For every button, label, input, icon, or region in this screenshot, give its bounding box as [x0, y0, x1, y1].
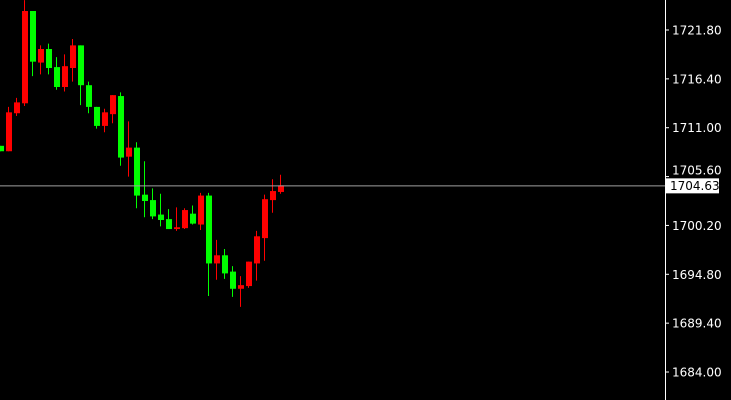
candle: [198, 192, 204, 230]
candle-body: [0, 145, 4, 152]
current-price-label: 1704.63: [666, 178, 720, 194]
current-price-text: 1704.63: [670, 179, 720, 193]
y-tick-label: 1705.60: [672, 163, 722, 177]
candle: [0, 145, 4, 152]
candle-body: [54, 67, 60, 88]
candle-body: [278, 185, 284, 192]
candle-body: [174, 227, 180, 230]
y-tick-label: 1694.80: [672, 268, 722, 282]
candle: [238, 276, 244, 307]
candle: [150, 188, 156, 220]
candle-body: [254, 236, 260, 264]
candle-body: [6, 112, 12, 152]
candle: [174, 207, 180, 231]
candle-body: [94, 106, 100, 126]
candle-body: [14, 102, 20, 114]
candle-body: [206, 195, 212, 264]
candle-body: [150, 200, 156, 217]
candle: [30, 10, 36, 77]
candle-body: [270, 191, 276, 201]
candle: [278, 174, 284, 194]
candle-body: [118, 96, 124, 158]
candle: [190, 205, 196, 225]
candle-body: [182, 210, 188, 229]
candle-body: [198, 195, 204, 225]
candle: [110, 95, 116, 124]
candle-body: [78, 45, 84, 86]
candle-body: [70, 45, 76, 69]
candle-body: [126, 147, 132, 157]
candle: [262, 194, 268, 261]
candle-body: [222, 255, 228, 274]
y-tick-label: 1721.80: [672, 24, 722, 38]
candle: [102, 108, 108, 133]
candle: [6, 106, 12, 152]
candle: [70, 39, 76, 82]
candle-body: [110, 95, 116, 115]
candle-body: [46, 49, 52, 69]
candle: [22, 0, 28, 107]
candle: [182, 208, 188, 230]
candle-body: [246, 261, 252, 287]
candle: [118, 92, 124, 166]
candle-body: [30, 10, 36, 62]
candle: [222, 248, 228, 279]
candle: [94, 106, 100, 129]
candle: [214, 239, 220, 280]
candle: [230, 266, 236, 297]
candle-body: [22, 10, 28, 104]
candle-body: [62, 66, 68, 88]
candle-body: [190, 213, 196, 224]
candle: [142, 161, 148, 218]
candle: [38, 45, 44, 75]
y-tick-label: 1689.40: [672, 317, 722, 331]
y-tick-label: 1716.40: [672, 72, 722, 86]
candle: [126, 121, 132, 177]
candle-body: [230, 271, 236, 289]
candle-body: [238, 285, 244, 289]
candle: [62, 54, 68, 92]
y-tick-label: 1684.00: [672, 366, 722, 380]
candle-body: [142, 194, 148, 202]
candle: [254, 230, 260, 281]
y-tick-label: 1711.00: [672, 121, 722, 135]
candle-body: [134, 147, 140, 196]
y-tick-label: 1700.20: [672, 219, 722, 233]
candle: [54, 57, 60, 90]
candle-body: [38, 49, 44, 63]
candle: [166, 209, 172, 230]
candle: [158, 193, 164, 227]
candle: [86, 81, 92, 114]
candle: [206, 192, 212, 297]
candle-body: [102, 112, 108, 126]
candle-body: [166, 219, 172, 230]
candles-layer: [0, 0, 284, 307]
candle: [46, 43, 52, 75]
candle-body: [86, 85, 92, 107]
candle: [270, 179, 276, 213]
candle: [134, 142, 140, 209]
candle-body: [262, 199, 268, 239]
price-axis: 1721.80 1716.40 1711.00 1705.60 1700.20 1694.…: [665, 24, 722, 380]
candle: [246, 261, 252, 288]
candle: [14, 97, 20, 116]
candle-body: [214, 255, 220, 264]
candle: [78, 45, 84, 106]
candle-body: [158, 214, 164, 221]
